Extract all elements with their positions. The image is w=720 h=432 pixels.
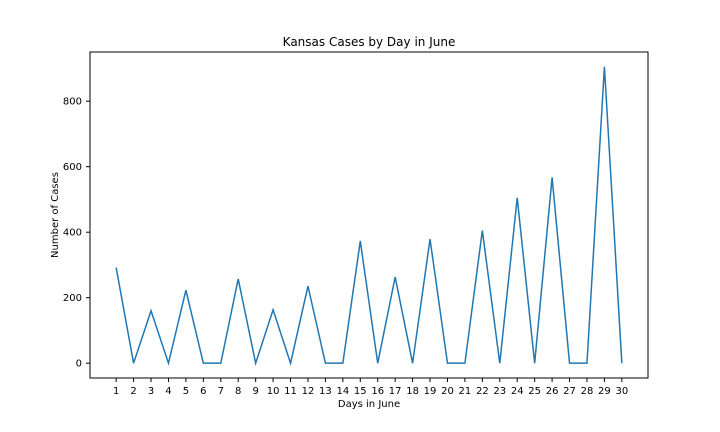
- x-tick-label-5: 5: [183, 386, 189, 397]
- chart-title: Kansas Cases by Day in June: [283, 35, 456, 49]
- x-tick-label-24: 24: [511, 386, 524, 397]
- x-tick-label-13: 13: [319, 386, 332, 397]
- y-tick-label-4: 600: [63, 162, 82, 173]
- x-tick-label-7: 7: [218, 386, 224, 397]
- x-tick-label-17: 17: [389, 386, 402, 397]
- x-tick-label-20: 20: [441, 386, 454, 397]
- x-tick-label-29: 29: [598, 386, 611, 397]
- x-tick-label-15: 15: [354, 386, 367, 397]
- x-tick-label-21: 21: [459, 386, 472, 397]
- y-tick-label-3: 400: [63, 228, 82, 239]
- y-axis-label: Number of Cases: [50, 172, 61, 258]
- x-tick-label-26: 26: [546, 386, 559, 397]
- x-tick-label-27: 27: [563, 386, 576, 397]
- x-tick-label-30: 30: [615, 386, 628, 397]
- x-tick-label-10: 10: [267, 386, 280, 397]
- series-layer: [115, 66, 623, 367]
- tick-group: 1 2 3 4 5 6 7 8 9 10 11 12 13 14 15 16 17 18 19 20 21 22 23 24 2…: [63, 97, 628, 397]
- x-tick-label-16: 16: [371, 386, 384, 397]
- plot-area: [90, 52, 648, 378]
- x-tick-label-28: 28: [581, 386, 594, 397]
- x-tick-label-19: 19: [424, 386, 437, 397]
- x-tick-label-14: 14: [336, 386, 349, 397]
- x-tick-label-9: 9: [252, 386, 258, 397]
- x-tick-label-1: 1: [113, 386, 119, 397]
- x-tick-label-18: 18: [406, 386, 419, 397]
- y-tick-label-2: 200: [63, 293, 82, 304]
- x-tick-label-25: 25: [528, 386, 541, 397]
- x-tick-label-12: 12: [302, 386, 315, 397]
- x-tick-label-4: 4: [165, 386, 171, 397]
- x-tick-label-22: 22: [476, 386, 489, 397]
- y-tick-label-1: 0: [76, 359, 82, 370]
- x-tick-label-11: 11: [284, 386, 297, 397]
- series-line-1: [115, 66, 623, 367]
- x-tick-label-3: 3: [148, 386, 154, 397]
- x-tick-label-8: 8: [235, 386, 241, 397]
- x-tick-label-23: 23: [493, 386, 506, 397]
- x-axis-label: Days in June: [338, 399, 400, 410]
- y-tick-label-5: 800: [63, 97, 82, 108]
- plot-frame: [89, 51, 649, 379]
- x-tick-label-6: 6: [200, 386, 206, 397]
- x-tick-label-2: 2: [130, 386, 136, 397]
